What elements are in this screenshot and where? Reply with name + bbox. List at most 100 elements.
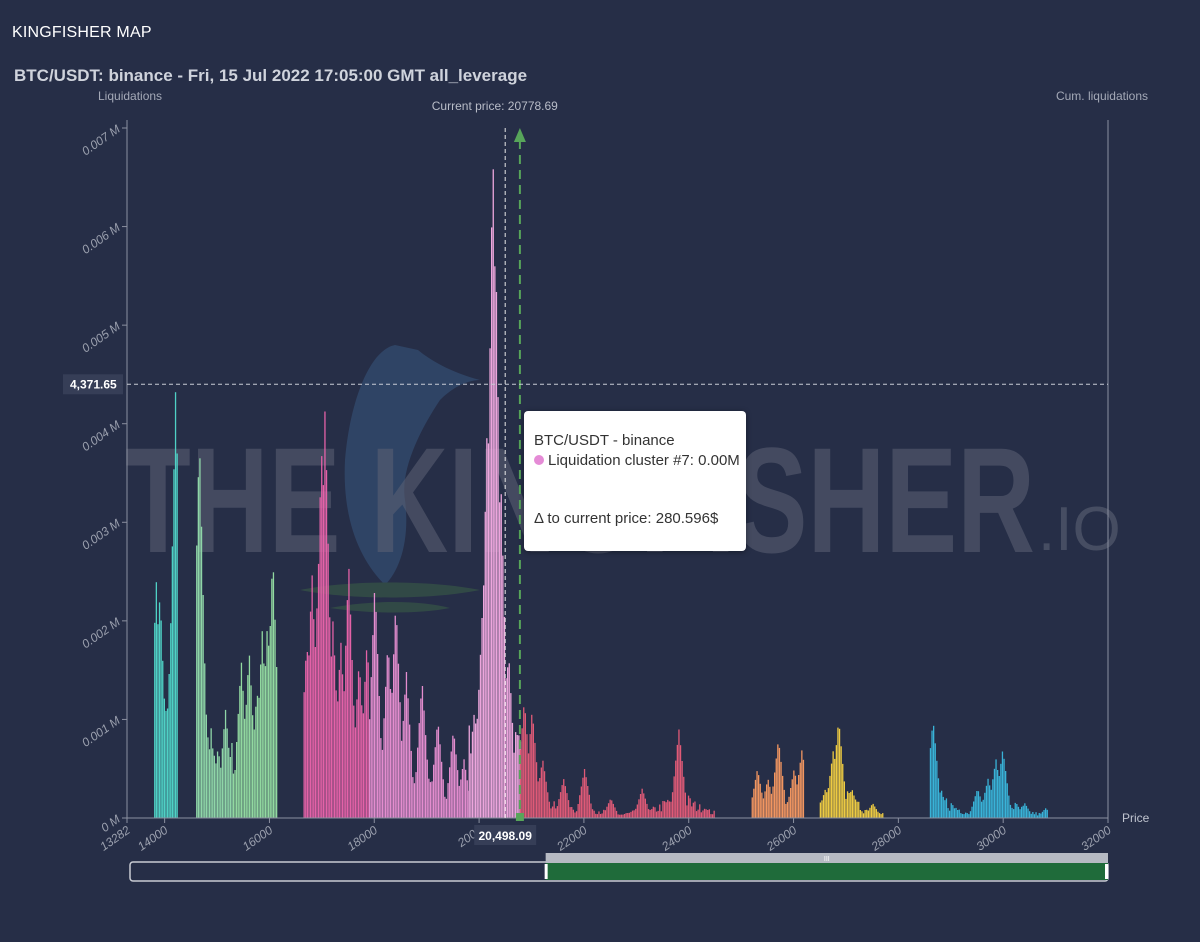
liquidation-bar[interactable] <box>572 809 574 818</box>
liquidation-cluster[interactable] <box>369 593 470 818</box>
liquidation-bar[interactable] <box>582 777 584 818</box>
liquidation-bar[interactable] <box>864 810 866 818</box>
navigator-scrollbar[interactable] <box>545 853 1108 863</box>
liquidation-bar[interactable] <box>484 511 486 818</box>
liquidation-bar[interactable] <box>673 776 675 818</box>
liquidation-bar[interactable] <box>410 750 412 818</box>
liquidation-bar[interactable] <box>436 729 438 818</box>
liquidation-bar[interactable] <box>822 795 825 818</box>
liquidation-bar[interactable] <box>510 693 512 818</box>
liquidation-bar[interactable] <box>830 763 833 818</box>
liquidation-bar[interactable] <box>345 645 347 818</box>
liquidation-bar[interactable] <box>545 781 547 818</box>
liquidation-bar[interactable] <box>324 411 326 819</box>
liquidation-bar[interactable] <box>556 806 558 818</box>
liquidation-bar[interactable] <box>247 675 249 818</box>
liquidation-bar[interactable] <box>654 807 656 818</box>
liquidation-bar[interactable] <box>700 812 702 818</box>
liquidation-bar[interactable] <box>1041 811 1044 818</box>
liquidation-bar[interactable] <box>595 813 597 818</box>
liquidation-bar[interactable] <box>944 800 946 818</box>
liquidation-bar[interactable] <box>260 664 262 819</box>
liquidation-bar[interactable] <box>523 707 525 818</box>
liquidation-bar[interactable] <box>431 781 433 818</box>
liquidation-bar[interactable] <box>354 727 356 818</box>
liquidation-cluster[interactable] <box>468 169 522 819</box>
liquidation-bar[interactable] <box>212 748 214 818</box>
liquidation-bar[interactable] <box>218 756 220 818</box>
liquidation-bar[interactable] <box>442 779 444 818</box>
liquidation-bar[interactable] <box>458 785 460 818</box>
liquidation-bar[interactable] <box>667 799 669 818</box>
liquidation-bar[interactable] <box>846 791 849 818</box>
liquidation-bar[interactable] <box>575 811 578 818</box>
liquidation-bar[interactable] <box>869 807 871 818</box>
liquidation-bar[interactable] <box>1029 811 1031 818</box>
liquidation-bar[interactable] <box>992 779 994 818</box>
liquidation-cluster[interactable] <box>819 727 884 818</box>
liquidation-bar[interactable] <box>878 813 881 818</box>
liquidation-bar[interactable] <box>663 801 666 818</box>
liquidation-bar[interactable] <box>872 803 874 818</box>
liquidation-bar[interactable] <box>936 760 938 818</box>
liquidation-bar[interactable] <box>971 806 973 818</box>
liquidation-bar[interactable] <box>611 800 613 818</box>
liquidation-bar[interactable] <box>756 771 758 818</box>
liquidation-bar[interactable] <box>694 801 696 819</box>
liquidation-bar[interactable] <box>447 783 449 818</box>
liquidation-bar[interactable] <box>670 801 672 818</box>
liquidation-bar[interactable] <box>1045 808 1047 818</box>
liquidation-bar[interactable] <box>758 775 760 818</box>
liquidation-bar[interactable] <box>646 803 648 818</box>
liquidation-bar[interactable] <box>333 655 336 818</box>
liquidation-bar[interactable] <box>311 575 313 818</box>
liquidation-bar[interactable] <box>695 811 698 818</box>
liquidation-bar[interactable] <box>703 808 706 818</box>
liquidation-bar[interactable] <box>373 593 376 818</box>
liquidation-bar[interactable] <box>405 672 408 818</box>
liquidation-bar[interactable] <box>1024 803 1026 818</box>
liquidation-bar[interactable] <box>837 727 839 818</box>
liquidation-bar[interactable] <box>404 694 406 818</box>
liquidation-bar[interactable] <box>993 768 996 818</box>
liquidation-bar[interactable] <box>433 764 435 818</box>
liquidation-bar[interactable] <box>220 767 222 818</box>
liquidation-bar[interactable] <box>591 809 594 818</box>
liquidation-bar[interactable] <box>753 788 755 818</box>
liquidation-bar[interactable] <box>630 811 632 818</box>
liquidation-bar[interactable] <box>769 786 771 818</box>
liquidation-bar[interactable] <box>508 663 510 818</box>
liquidation-bar[interactable] <box>644 798 646 818</box>
navigator-right-handle[interactable] <box>1105 864 1108 879</box>
liquidation-bar[interactable] <box>655 811 658 818</box>
liquidation-bar[interactable] <box>660 811 662 818</box>
liquidation-bar[interactable] <box>791 779 793 818</box>
liquidation-bar[interactable] <box>210 728 212 818</box>
liquidation-bar[interactable] <box>409 724 411 818</box>
liquidation-bar[interactable] <box>234 770 236 818</box>
liquidation-bar[interactable] <box>775 758 777 819</box>
liquidation-bar[interactable] <box>160 620 162 819</box>
liquidation-bar[interactable] <box>780 761 782 818</box>
liquidation-bar[interactable] <box>840 746 842 818</box>
liquidation-bar[interactable] <box>870 805 873 818</box>
liquidation-bar[interactable] <box>1046 809 1048 818</box>
liquidation-bar[interactable] <box>553 801 555 818</box>
liquidation-bar[interactable] <box>845 798 847 818</box>
liquidation-bar[interactable] <box>961 813 964 818</box>
liquidation-bar[interactable] <box>481 618 483 818</box>
liquidation-bar[interactable] <box>502 555 504 818</box>
liquidation-bar[interactable] <box>471 731 474 818</box>
liquidation-bar[interactable] <box>317 563 320 818</box>
liquidation-bar[interactable] <box>628 812 630 818</box>
liquidation-bar[interactable] <box>617 814 619 818</box>
liquidation-bar[interactable] <box>974 796 976 818</box>
liquidation-bar[interactable] <box>788 796 790 818</box>
liquidation-bar[interactable] <box>790 788 792 818</box>
liquidation-bar[interactable] <box>711 814 714 818</box>
liquidation-bar[interactable] <box>966 813 968 818</box>
liquidation-bar[interactable] <box>561 785 563 818</box>
liquidation-bar[interactable] <box>263 663 265 819</box>
liquidation-bar[interactable] <box>534 742 536 818</box>
liquidation-cluster[interactable] <box>751 744 805 819</box>
